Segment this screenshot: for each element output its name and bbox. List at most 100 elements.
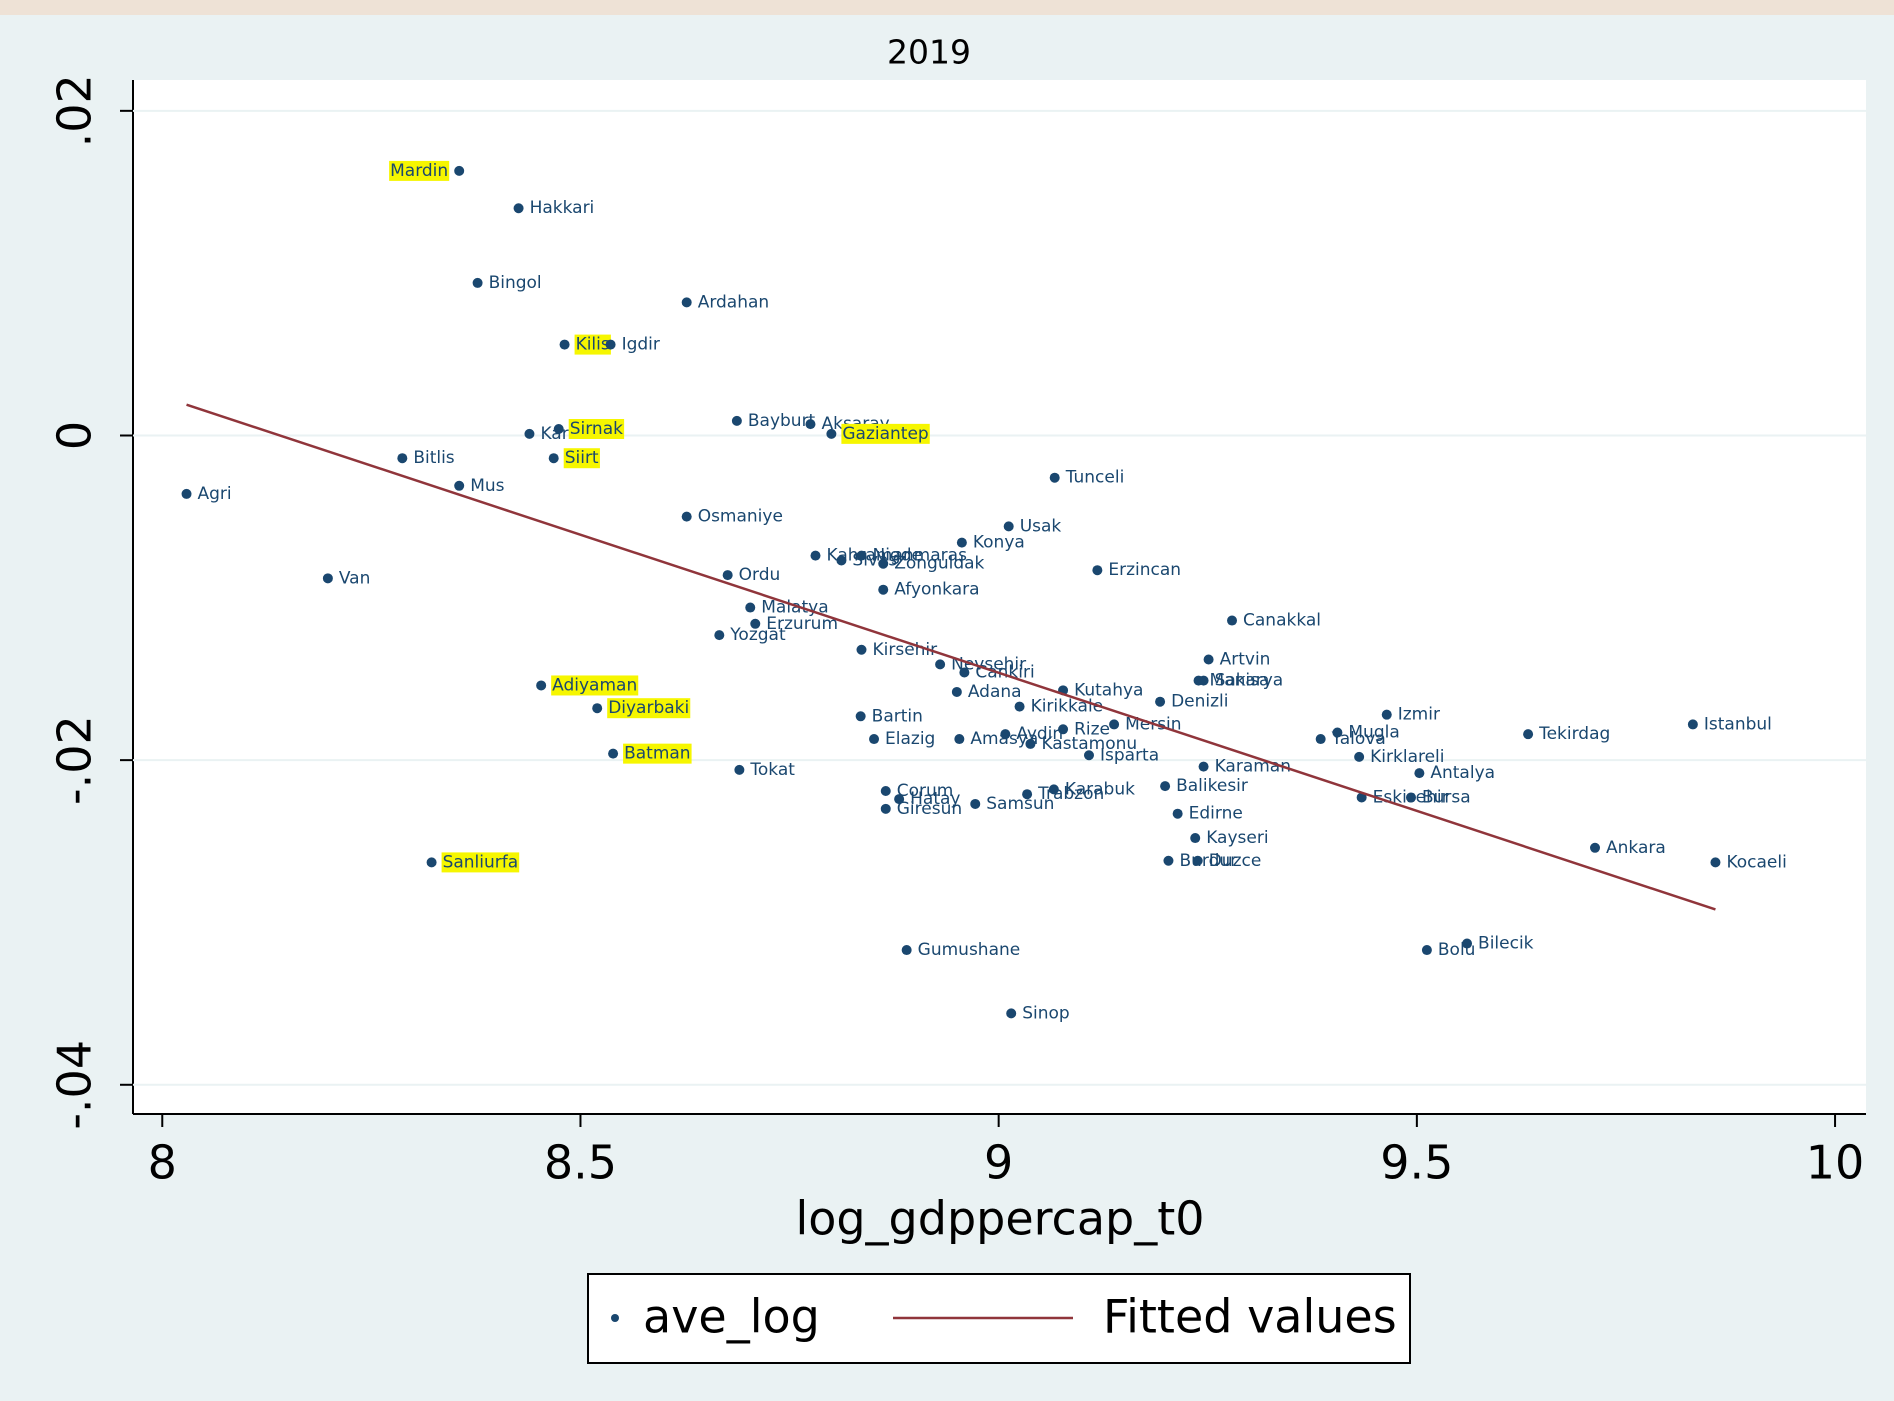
point <box>856 644 867 655</box>
point-label: Cankiri <box>975 662 1034 682</box>
legend-label: Fitted values <box>1103 1290 1397 1344</box>
point <box>1462 938 1473 949</box>
point-label: Artvin <box>1220 649 1271 669</box>
point <box>956 537 967 548</box>
point <box>1058 724 1069 735</box>
legend-marker <box>611 1314 619 1322</box>
point-label: Erzurum <box>766 614 838 634</box>
point-label: Yalova <box>1331 729 1386 749</box>
point-label: Sirnak <box>570 419 623 439</box>
point-label: Burdur <box>1179 851 1237 871</box>
point-label: Mugla <box>1348 723 1399 743</box>
point <box>1049 472 1060 483</box>
point <box>894 794 905 805</box>
point-label: Samsun <box>986 794 1054 814</box>
point-label: Batman <box>624 744 691 764</box>
point-label: Kirikkale <box>1031 697 1104 717</box>
point <box>1000 729 1011 740</box>
point <box>1356 792 1367 803</box>
y-tick-label: -.04 <box>48 1040 102 1130</box>
point-label: Sakarya <box>1215 671 1284 691</box>
point <box>592 703 603 714</box>
point <box>1421 945 1432 956</box>
point <box>722 570 733 581</box>
point-label: Balikesir <box>1176 776 1248 796</box>
point <box>1160 781 1171 792</box>
point-label: Kocaeli <box>1726 852 1786 872</box>
point <box>1003 521 1014 532</box>
point-label: Edirne <box>1189 804 1243 824</box>
point-label: Antalya <box>1430 763 1495 783</box>
point <box>1155 696 1166 707</box>
point <box>1687 719 1698 730</box>
point-label: Kirklareli <box>1370 747 1444 767</box>
point <box>878 558 889 569</box>
point-label: Kutahya <box>1074 680 1143 700</box>
point <box>1203 654 1214 665</box>
point <box>322 573 333 584</box>
x-tick-label: 9 <box>984 1136 1013 1190</box>
point-label: Giresun <box>897 799 962 819</box>
point <box>1523 729 1534 740</box>
point-label: Diyarbaki <box>608 698 689 718</box>
point <box>826 428 837 439</box>
point <box>608 748 619 759</box>
point <box>880 785 891 796</box>
point-label: Corum <box>897 781 954 801</box>
label-highlight <box>574 334 611 355</box>
point-label: Ordu <box>739 565 781 585</box>
point <box>734 764 745 775</box>
point-label: Hatay <box>910 789 960 809</box>
point <box>1190 833 1201 844</box>
point-label: Tunceli <box>1065 468 1125 488</box>
point <box>1022 789 1033 800</box>
point-label: Canakkal <box>1243 611 1321 631</box>
point <box>454 165 465 176</box>
point-label: Bartin <box>872 706 923 726</box>
point <box>1083 750 1094 761</box>
point-label: Tokat <box>749 760 795 780</box>
point-label: Osmaniye <box>698 507 783 527</box>
point-label: Bolu <box>1438 940 1476 960</box>
point-label: Ankara <box>1606 838 1666 858</box>
point-label: Yozgat <box>729 625 786 645</box>
point-label: Sinop <box>1022 1003 1069 1023</box>
point <box>1192 855 1203 866</box>
point <box>880 803 891 814</box>
point-label: Kilis <box>576 335 610 355</box>
point-label: Kirsehir <box>872 640 937 660</box>
point <box>878 584 889 595</box>
point <box>1048 784 1059 795</box>
point-label: Siirt <box>565 448 599 468</box>
point-label: Denizli <box>1171 692 1228 712</box>
label-highlight <box>623 743 692 764</box>
point <box>513 203 524 214</box>
fitted-line <box>186 403 1716 911</box>
point-label: Tekirdag <box>1538 724 1610 744</box>
label-highlight <box>568 418 625 439</box>
label-highlight <box>389 160 450 181</box>
point <box>901 945 912 956</box>
point-label: Bilecik <box>1478 934 1534 954</box>
point <box>524 428 535 439</box>
point <box>856 550 867 561</box>
point <box>681 511 692 522</box>
point <box>1332 727 1343 738</box>
point-label: Adiyaman <box>552 675 637 695</box>
point <box>1014 701 1025 712</box>
point <box>1315 734 1326 745</box>
x-tick-label: 9.5 <box>1380 1136 1453 1190</box>
point <box>1109 719 1120 730</box>
point <box>714 630 725 641</box>
point-label: Adana <box>968 682 1022 702</box>
point <box>745 602 756 613</box>
point-label: Igdir <box>622 335 660 355</box>
point-label: Hakkari <box>530 198 595 218</box>
point <box>1198 675 1209 686</box>
point-label: Bitlis <box>413 448 454 468</box>
point-label: Nevsehir <box>951 654 1026 674</box>
point-label: Bursa <box>1422 787 1471 807</box>
x-axis-title: log_gdppercap_t0 <box>795 1192 1204 1246</box>
